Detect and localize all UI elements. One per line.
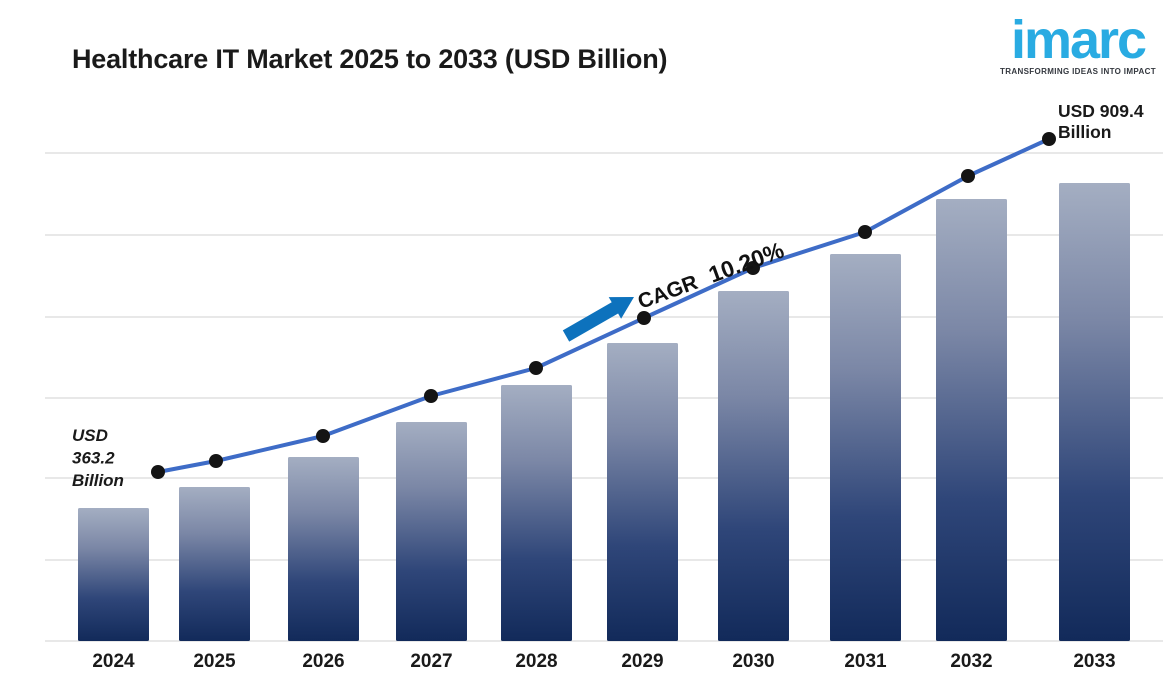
bar-2025 — [179, 487, 250, 641]
x-axis-label-2029: 2029 — [621, 651, 663, 672]
x-axis-label-2024: 2024 — [92, 651, 135, 672]
chart-title: Healthcare IT Market 2025 to 2033 (USD B… — [72, 44, 668, 74]
trend-dot-2033 — [1042, 132, 1056, 146]
bar-2028 — [501, 385, 572, 641]
bar-2033 — [1059, 183, 1130, 641]
trend-line — [156, 137, 1051, 474]
bar-2032 — [936, 199, 1007, 641]
trend-dot-2032 — [961, 169, 975, 183]
trend-dot-2029 — [637, 311, 651, 325]
trend-dot-2030 — [746, 261, 760, 275]
bar-2027 — [396, 422, 467, 641]
x-axis-label-2026: 2026 — [302, 651, 344, 672]
x-axis-label-2031: 2031 — [844, 651, 887, 672]
trend-dot-2024 — [151, 465, 165, 479]
imarc-logo-text: imarc — [1010, 10, 1147, 70]
trend-dot-2025 — [209, 454, 223, 468]
x-axis-label-2032: 2032 — [950, 651, 992, 672]
x-axis-label-2027: 2027 — [410, 651, 452, 672]
trend-dot-2031 — [858, 225, 872, 239]
trend-dot-2027 — [424, 389, 438, 403]
bar-2024 — [78, 508, 149, 641]
bar-2031 — [830, 254, 901, 641]
start-value-label: 363.2 — [72, 449, 115, 468]
cagr-arrow-icon — [562, 297, 634, 342]
x-axis-label-2028: 2028 — [515, 651, 557, 672]
x-axis-label-2025: 2025 — [193, 651, 236, 672]
bar-2030 — [718, 291, 789, 641]
bar-2029 — [607, 343, 678, 641]
trend-dot-2026 — [316, 429, 330, 443]
trend-dot-2028 — [529, 361, 543, 375]
end-value-label: USD 909.4 — [1058, 101, 1144, 121]
bar-2026 — [288, 457, 359, 641]
end-value-label: Billion — [1058, 122, 1111, 142]
start-value-label: Billion — [72, 471, 124, 490]
x-axis-label-2030: 2030 — [732, 651, 774, 672]
imarc-logo-tagline: TRANSFORMING IDEAS INTO IMPACT — [1000, 67, 1156, 76]
imarc-logo: imarc TRANSFORMING IDEAS INTO IMPACT — [993, 10, 1163, 76]
start-value-label: USD — [72, 426, 108, 445]
x-axis-label-2033: 2033 — [1073, 651, 1115, 672]
